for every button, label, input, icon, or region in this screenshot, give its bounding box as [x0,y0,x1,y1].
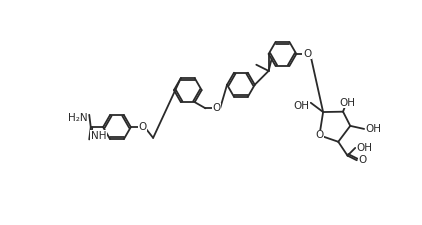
Text: OH: OH [293,101,309,111]
Text: OH: OH [357,143,373,153]
Text: O: O [303,49,311,59]
Text: NH: NH [91,131,106,141]
Text: O: O [212,103,220,113]
Text: H₂N: H₂N [68,113,88,123]
Text: O: O [138,122,146,132]
Text: OH: OH [365,124,381,134]
Text: O: O [358,155,367,165]
Text: O: O [315,130,324,140]
Text: OH: OH [340,98,356,108]
